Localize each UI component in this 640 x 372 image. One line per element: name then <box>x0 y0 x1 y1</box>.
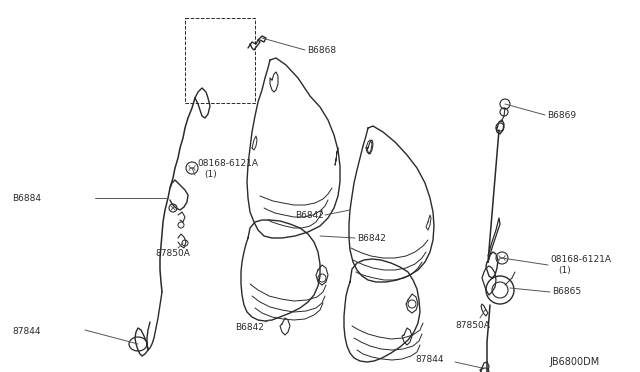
Text: (1): (1) <box>558 266 571 276</box>
Text: B6842: B6842 <box>295 211 324 219</box>
Text: B6884: B6884 <box>12 193 41 202</box>
Text: 87844: 87844 <box>415 356 444 365</box>
Bar <box>185 18 255 103</box>
Text: B6865: B6865 <box>552 288 581 296</box>
Text: B6842: B6842 <box>357 234 386 243</box>
Text: B6868: B6868 <box>307 45 336 55</box>
Text: B6842: B6842 <box>235 324 264 333</box>
Text: (1): (1) <box>204 170 217 179</box>
Text: 87844: 87844 <box>12 327 40 337</box>
Text: 87850A: 87850A <box>455 321 490 330</box>
Text: B6869: B6869 <box>547 110 576 119</box>
Text: JB6800DM: JB6800DM <box>550 357 600 367</box>
Text: 08168-6121A: 08168-6121A <box>550 256 611 264</box>
Text: 87850A: 87850A <box>155 248 190 257</box>
Text: 08168-6121A: 08168-6121A <box>197 158 258 167</box>
